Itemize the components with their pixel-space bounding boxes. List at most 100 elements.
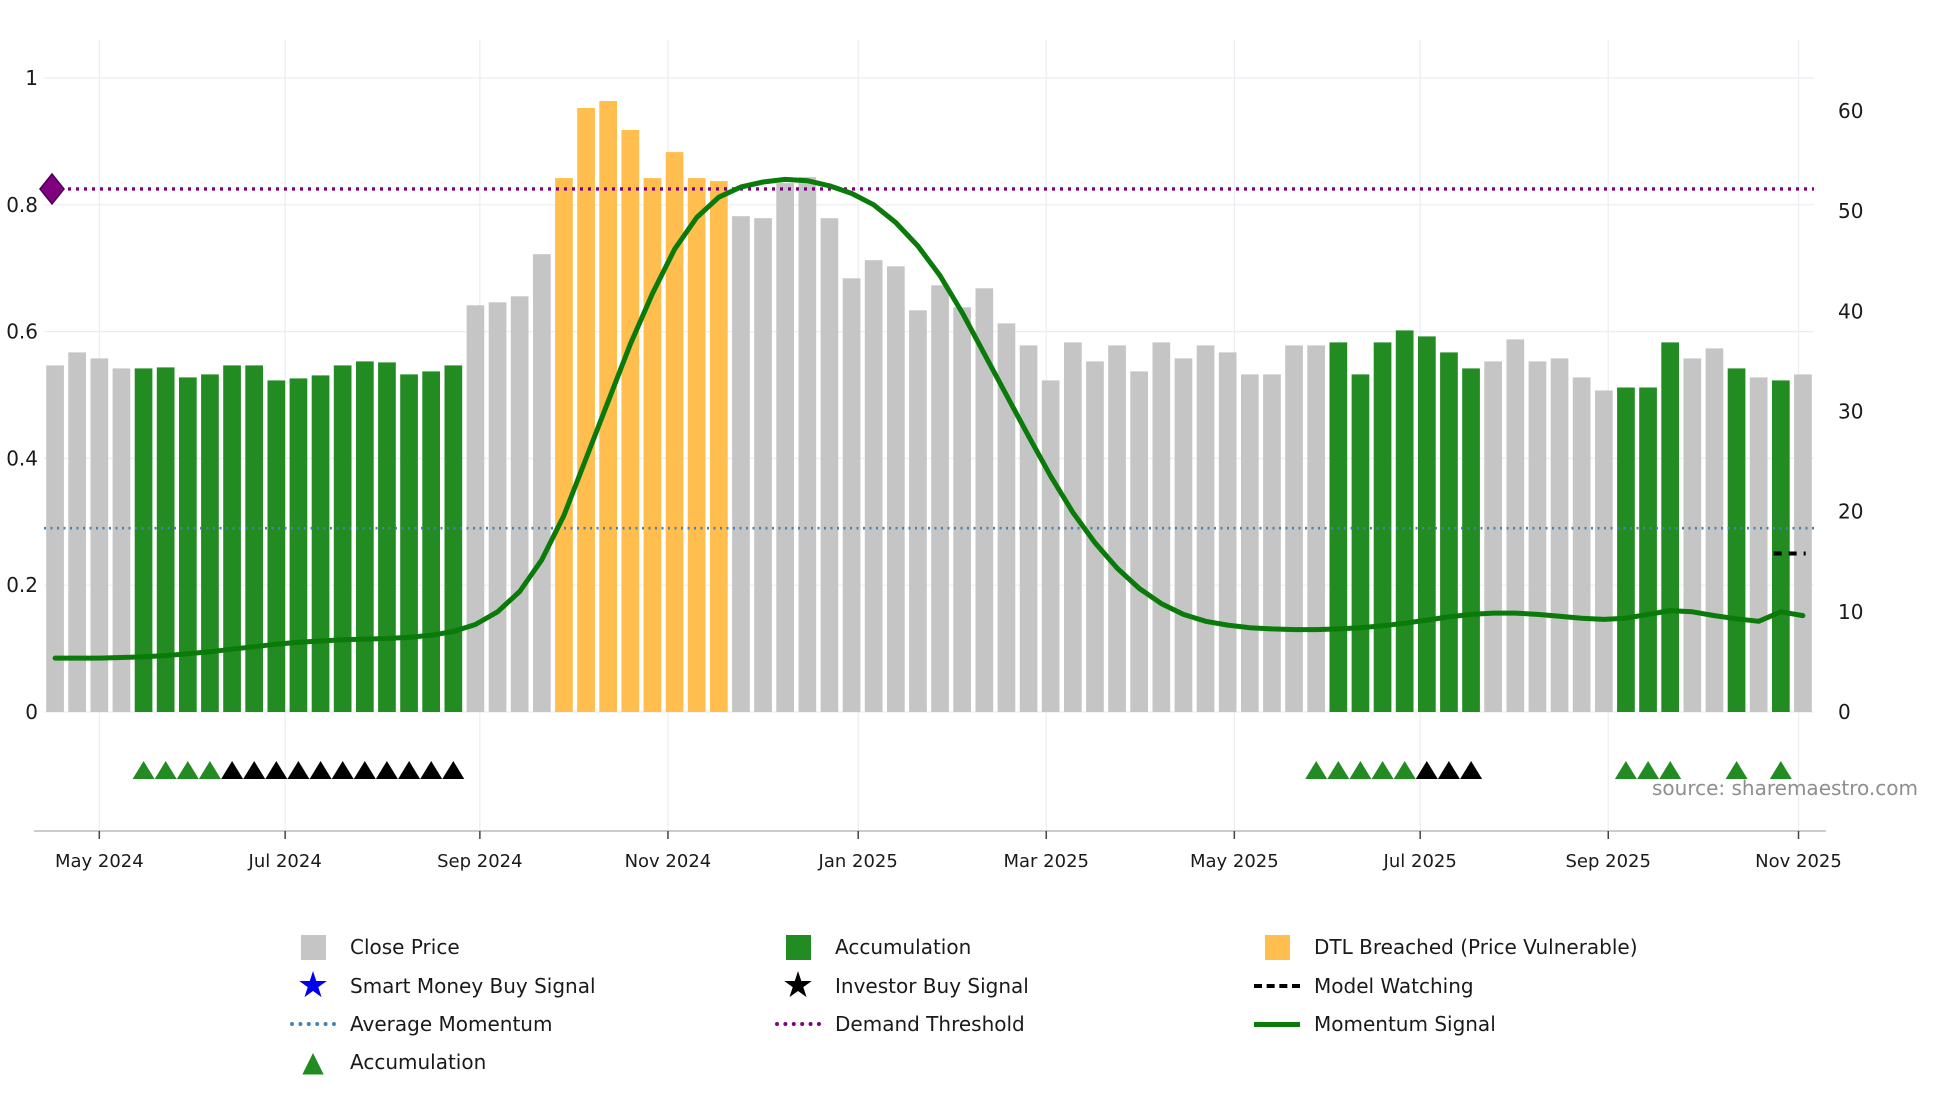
close-price-bar bbox=[1130, 371, 1148, 712]
close-price-bar bbox=[953, 307, 971, 712]
legend-swatch bbox=[775, 934, 821, 960]
y-left-tick-label: 0.2 bbox=[6, 573, 38, 597]
source-credit: source: sharemaestro.com bbox=[1652, 776, 1918, 800]
investor-buy-triangle bbox=[420, 761, 443, 779]
close-price-bar bbox=[46, 365, 64, 712]
dtl-breached-bar bbox=[643, 178, 662, 713]
accumulation-triangle bbox=[1327, 761, 1350, 779]
investor-buy-triangle bbox=[398, 761, 421, 779]
legend-item-accumulation-bar: Accumulation bbox=[775, 930, 971, 964]
chart-figure: May 2024 Jul 2024 Sep 2024 Nov 2024 Jan 2025… bbox=[6, 40, 1863, 872]
dtl-breached-bar bbox=[577, 108, 595, 712]
legend-swatch bbox=[290, 934, 336, 960]
close-price-bar bbox=[1683, 358, 1702, 712]
accumulation-triangle bbox=[1769, 761, 1792, 779]
close-price-bar bbox=[975, 288, 994, 712]
close-price-bar bbox=[1174, 358, 1193, 712]
x-tick-label: Nov 2025 bbox=[1755, 851, 1842, 872]
close-price-bar bbox=[510, 296, 529, 712]
legend-item-average-momentum: Average Momentum bbox=[290, 1007, 552, 1041]
accumulation-triangle bbox=[198, 761, 221, 779]
x-tick-label: Nov 2024 bbox=[625, 851, 712, 872]
demand-threshold-marker bbox=[39, 172, 65, 206]
accumulation-bar bbox=[1440, 352, 1458, 712]
close-price-bar bbox=[533, 254, 551, 712]
legend-swatch: ★ bbox=[290, 968, 336, 1004]
accumulation-bar bbox=[1462, 368, 1480, 712]
close-price-bar bbox=[1241, 374, 1259, 712]
price-momentum-chart: May 2024 Jul 2024 Sep 2024 Nov 2024 Jan 2025… bbox=[6, 40, 1863, 872]
x-tick-label: Sep 2024 bbox=[437, 851, 522, 872]
close-price-bar bbox=[1263, 374, 1281, 712]
legend-label: Accumulation bbox=[835, 935, 972, 959]
accumulation-triangle bbox=[1305, 761, 1328, 779]
accumulation-bar bbox=[1727, 368, 1746, 712]
close-price-bar bbox=[1218, 352, 1237, 712]
legend-label: Close Price bbox=[350, 935, 460, 959]
close-price-bar bbox=[1595, 390, 1613, 712]
legend-swatch: ▲ bbox=[290, 1047, 336, 1077]
x-tick-label: Mar 2025 bbox=[1004, 851, 1090, 872]
x-tick-label: May 2024 bbox=[55, 851, 144, 872]
square-swatch bbox=[300, 934, 326, 960]
accumulation-bar bbox=[156, 367, 175, 712]
dtl-breached-bar bbox=[710, 181, 728, 713]
close-price-bar bbox=[1550, 358, 1569, 712]
y-left-tick-label: 0.4 bbox=[6, 446, 38, 470]
legend-item-dtl-breached: DTL Breached (Price Vulnerable) bbox=[1254, 930, 1638, 964]
investor-buy-triangle bbox=[287, 761, 310, 779]
close-price-bar bbox=[1484, 361, 1502, 712]
accumulation-bar bbox=[311, 375, 330, 712]
accumulation-bar bbox=[245, 365, 263, 712]
accumulation-triangle bbox=[132, 761, 155, 779]
close-price-bar bbox=[1152, 342, 1171, 712]
y-right-tick-label: 0 bbox=[1838, 700, 1851, 724]
legend-item-close-price: Close Price bbox=[290, 930, 460, 964]
legend-label: Smart Money Buy Signal bbox=[350, 974, 596, 998]
close-price-bar bbox=[1506, 339, 1525, 712]
dotted-line-swatch bbox=[775, 1022, 821, 1026]
investor-buy-triangle bbox=[243, 761, 266, 779]
x-tick-label: Jul 2025 bbox=[1383, 851, 1457, 872]
investor-buy-triangle bbox=[1460, 761, 1483, 779]
y-right-tick-label: 60 bbox=[1838, 99, 1863, 123]
close-price-bar bbox=[1285, 345, 1303, 712]
close-price-bar bbox=[820, 218, 839, 712]
legend-label: Accumulation bbox=[350, 1050, 487, 1074]
accumulation-bar bbox=[1772, 380, 1790, 712]
investor-buy-triangle bbox=[1415, 761, 1438, 779]
y-right-tick-label: 40 bbox=[1838, 299, 1863, 323]
accumulation-triangle bbox=[1393, 761, 1416, 779]
y-right-tick-label: 10 bbox=[1838, 600, 1863, 624]
y-left-tick-label: 0.6 bbox=[6, 320, 38, 344]
legend-item-accumulation-tri: ▲ Accumulation bbox=[290, 1045, 486, 1079]
accumulation-bar bbox=[422, 371, 440, 712]
legend-swatch bbox=[1254, 984, 1300, 988]
x-tick-label: Sep 2025 bbox=[1566, 851, 1651, 872]
dtl-breached-bar bbox=[687, 178, 706, 713]
close-price-bar bbox=[754, 218, 772, 712]
close-price-bar bbox=[1086, 361, 1104, 712]
square-swatch bbox=[1264, 934, 1290, 960]
investor-buy-triangle bbox=[265, 761, 288, 779]
investor-buy-triangle bbox=[309, 761, 332, 779]
accumulation-bar bbox=[289, 378, 308, 712]
momentum-line bbox=[52, 176, 1806, 661]
line-line-swatch bbox=[1254, 1021, 1300, 1027]
close-price-bar bbox=[1705, 348, 1724, 712]
star-icon: ★ bbox=[781, 965, 815, 1006]
legend-label: DTL Breached (Price Vulnerable) bbox=[1314, 935, 1638, 959]
y-right-tick-label: 50 bbox=[1838, 199, 1863, 223]
accumulation-triangle bbox=[1725, 761, 1748, 779]
square-swatch bbox=[785, 934, 811, 960]
dotted-line-swatch bbox=[290, 1022, 336, 1026]
x-tick-label: May 2025 bbox=[1190, 851, 1279, 872]
accumulation-bar bbox=[356, 361, 374, 712]
close-price-bar bbox=[732, 216, 750, 712]
legend-swatch bbox=[1254, 934, 1300, 960]
accumulation-bar bbox=[400, 374, 418, 712]
close-price-bar bbox=[798, 177, 817, 713]
accumulation-bar bbox=[1351, 374, 1370, 712]
dtl-breached-bar bbox=[665, 152, 684, 713]
accumulation-bar bbox=[1639, 387, 1657, 712]
